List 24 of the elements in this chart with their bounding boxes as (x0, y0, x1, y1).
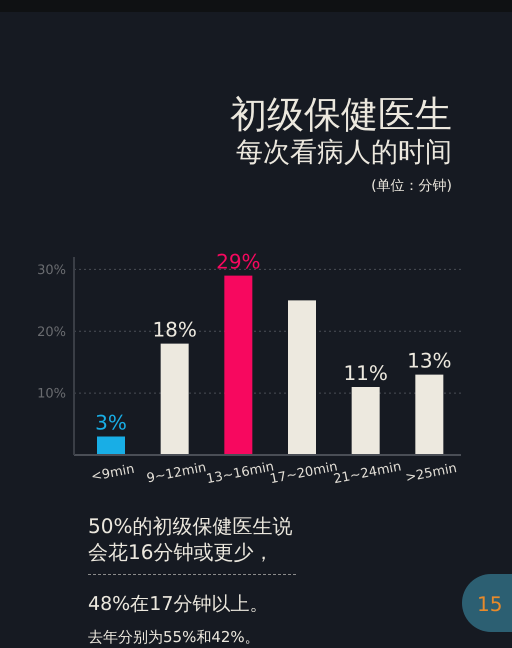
y-tick-label: 30% (37, 262, 66, 278)
text: 48%在17分钟以上。 (88, 592, 268, 617)
chart-subtitle: 每次看病人的时间 (236, 137, 452, 169)
bar (97, 436, 125, 455)
data-label: 29% (216, 250, 261, 274)
bar (224, 276, 252, 455)
data-label: 18% (152, 318, 197, 342)
chart-title: 初级保健医生 (230, 93, 452, 137)
text: 15 (477, 591, 502, 617)
bar (352, 386, 380, 455)
bar (288, 300, 316, 455)
y-tick-label: 20% (37, 324, 66, 340)
x-tick-label: <9min (90, 462, 136, 485)
bar (415, 374, 444, 455)
data-label: 11% (343, 360, 388, 385)
text: (单位：分钟) (371, 177, 452, 196)
data-label: 3% (95, 410, 127, 434)
data-label: 13% (407, 348, 452, 373)
text: 50%的初级保健医生说会花16分钟或更少， (88, 513, 294, 565)
bar (160, 344, 189, 455)
x-tick-label: 9~12min (146, 460, 208, 486)
y-tick-label: 10% (37, 386, 66, 402)
x-tick-label: >25min (404, 460, 458, 486)
text: 去年分别为55%和42%。 (88, 627, 260, 647)
